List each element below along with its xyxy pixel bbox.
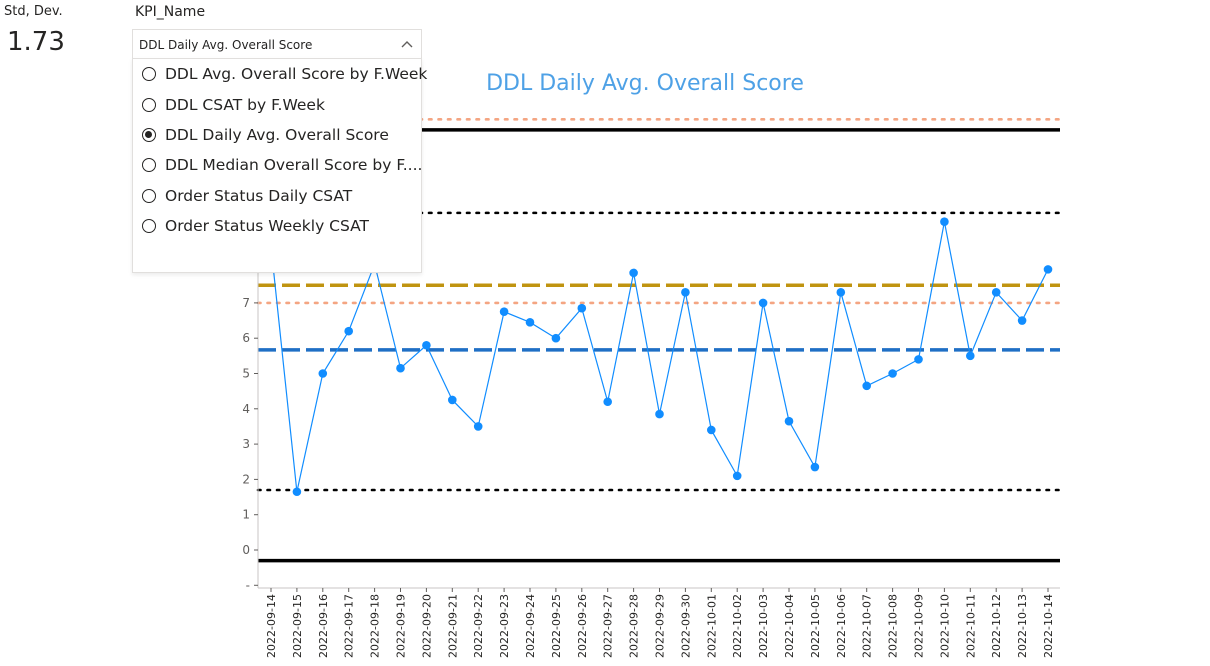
kpi-option[interactable]: DDL Avg. Overall Score by F.Week [142,63,427,85]
chevron-up-icon[interactable] [399,36,415,52]
data-point [577,303,587,313]
kpi-option-label: DDL Daily Avg. Overall Score [165,126,389,144]
y-tick-label: - [246,578,250,592]
x-tick-label: 2022-09-28 [628,594,641,658]
x-tick-label: 2022-09-29 [654,594,667,658]
data-point [292,487,302,497]
data-point [525,318,535,327]
x-tick-label: 2022-09-24 [524,594,537,658]
x-tick-label: 2022-10-11 [964,594,977,658]
x-tick-label: 2022-10-03 [757,594,770,658]
kpi-dropdown-value: DDL Daily Avg. Overall Score [139,38,313,52]
data-point [499,307,509,317]
y-tick-label: 4 [242,402,250,416]
kpi-dropdown[interactable]: DDL Daily Avg. Overall Score [132,29,422,59]
std-dev-value: 1.73 [7,27,65,57]
data-point [448,395,457,405]
data-point [862,381,871,391]
x-tick-label: 2022-10-08 [887,594,900,658]
radio-button[interactable] [142,219,156,233]
x-tick-label: 2022-10-05 [809,594,822,658]
x-tick-label: 2022-09-30 [679,594,692,658]
data-point [551,333,561,343]
y-tick-label: 7 [242,296,250,310]
data-point [422,340,431,350]
std-dev-label: Std, Dev. [4,4,63,19]
kpi-option[interactable]: DDL Median Overall Score by F.... [142,154,422,176]
kpi-option[interactable]: Order Status Daily CSAT [142,185,352,207]
kpi-option[interactable]: DDL CSAT by F.Week [142,94,325,116]
data-point [318,369,328,378]
kpi-name-label: KPI_Name [135,4,206,20]
x-tick-label: 2022-10-12 [990,594,1003,658]
radio-button[interactable] [142,98,156,112]
x-tick-label: 2022-10-04 [783,594,796,658]
data-point [732,471,742,481]
kpi-option[interactable]: DDL Daily Avg. Overall Score [142,124,389,146]
x-tick-label: 2022-09-17 [343,594,356,658]
data-point [603,397,612,407]
data-point [888,369,897,378]
data-point [758,298,768,308]
y-tick-label: 0 [242,543,250,557]
data-point [1043,265,1053,274]
y-tick-label: 6 [242,331,250,345]
kpi-option-label: Order Status Weekly CSAT [165,217,369,235]
x-tick-label: 2022-10-13 [1016,594,1029,658]
x-tick-label: 2022-10-10 [938,594,951,658]
kpi-option-label: DDL Median Overall Score by F.... [165,156,423,174]
x-tick-label: 2022-09-19 [395,594,408,658]
x-tick-label: 2022-09-18 [369,594,382,658]
x-tick-label: 2022-10-06 [835,594,848,658]
data-point [681,288,690,297]
data-point [914,355,923,364]
data-point [810,462,820,472]
kpi-option-label: DDL Avg. Overall Score by F.Week [165,65,428,83]
data-point [473,422,483,431]
x-tick-label: 2022-09-27 [602,594,615,658]
x-tick-label: 2022-09-15 [291,594,304,658]
data-point [396,363,405,373]
data-point [344,326,354,336]
x-tick-label: 2022-10-02 [731,594,744,658]
kpi-option[interactable]: Order Status Weekly CSAT [142,215,369,237]
data-point [784,416,794,426]
radio-button[interactable] [142,189,156,203]
data-point [836,288,846,297]
x-tick-label: 2022-09-23 [498,594,511,658]
x-tick-label: 2022-10-01 [705,594,718,658]
kpi-option-label: Order Status Daily CSAT [165,187,353,205]
radio-button[interactable] [142,158,156,172]
x-tick-label: 2022-09-21 [446,594,459,658]
x-tick-label: 2022-09-20 [420,594,433,658]
x-tick-label: 2022-09-25 [550,594,563,658]
y-tick-label: 1 [242,508,250,522]
data-point [966,351,975,361]
radio-button[interactable] [142,128,156,142]
x-tick-label: 2022-10-14 [1042,594,1055,658]
x-tick-label: 2022-09-22 [472,594,485,658]
y-tick-label: 5 [242,367,250,381]
x-tick-label: 2022-10-07 [861,594,874,658]
data-point [1017,316,1027,325]
kpi-options-list: DDL Avg. Overall Score by F.Week DDL CSA… [132,58,427,273]
chart-title: DDL Daily Avg. Overall Score [486,71,804,96]
radio-button[interactable] [142,67,156,81]
data-point [991,288,1001,297]
y-tick-label: 3 [242,437,250,451]
data-point [655,409,664,419]
data-point [707,425,716,435]
data-point [940,217,949,227]
kpi-option-label: DDL CSAT by F.Week [165,96,325,114]
x-tick-label: 2022-09-16 [317,594,330,658]
data-point [629,268,638,278]
x-tick-label: 2022-09-26 [576,594,589,658]
x-tick-label: 2022-09-14 [265,594,278,658]
y-tick-label: 2 [242,472,250,486]
x-tick-label: 2022-10-09 [913,594,926,658]
